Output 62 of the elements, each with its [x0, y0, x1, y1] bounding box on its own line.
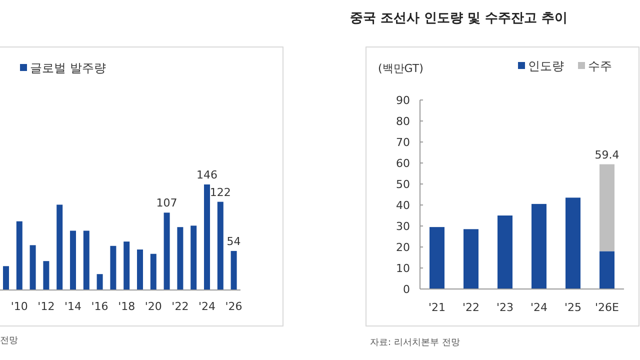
total-label: 59.4	[594, 148, 620, 162]
bar	[43, 261, 50, 290]
y-tick-label: 0	[403, 283, 410, 296]
bar	[124, 242, 130, 290]
bar	[532, 204, 546, 289]
x-tick-label: '18	[118, 300, 136, 313]
y-tick-label: 80	[396, 115, 410, 128]
x-tick-label: '24	[198, 300, 216, 313]
x-tick-label: '10	[10, 300, 28, 313]
text: 전망	[0, 336, 18, 346]
x-tick-label: '24	[530, 301, 548, 314]
bar	[30, 245, 36, 290]
bar	[150, 254, 156, 290]
x-tick-label: '21	[428, 301, 446, 314]
x-tick-label: '26	[225, 300, 242, 313]
y-tick-label: 40	[396, 199, 410, 212]
text: 자료: 리서치본부 전망	[370, 338, 460, 348]
bar	[464, 229, 478, 289]
y-tick-label: 50	[396, 178, 410, 191]
x-tick-label: '26E	[595, 301, 620, 314]
bar	[204, 184, 210, 290]
legend-label: 수주	[588, 59, 612, 73]
bar	[83, 230, 90, 290]
y-tick-label: 60	[396, 157, 410, 170]
x-tick-label: '12	[38, 300, 55, 313]
bar	[56, 204, 63, 290]
x-tick-label: '25	[564, 301, 582, 314]
y-tick-label: 30	[396, 220, 410, 233]
y-tick-label: 20	[396, 241, 410, 254]
bar	[430, 227, 444, 289]
x-tick-label: '14	[64, 300, 82, 313]
legend-label: 글로벌 발주량	[30, 61, 106, 75]
data-label: 54	[226, 234, 241, 248]
data-label: 122	[210, 186, 231, 199]
legend-label: 인도량	[528, 59, 564, 73]
bar	[16, 221, 22, 290]
data-label: 146	[196, 168, 218, 182]
bar	[137, 250, 143, 290]
x-tick-label: '22	[172, 300, 189, 313]
bar	[110, 246, 116, 290]
y-axis-title: (백만GT)	[378, 62, 424, 75]
bar	[190, 226, 197, 290]
bar	[177, 227, 184, 290]
data-label: 107	[156, 196, 178, 210]
bar	[600, 164, 614, 252]
y-tick-label: 10	[396, 262, 410, 275]
x-tick-label: '20	[144, 300, 162, 313]
y-tick-label: 70	[396, 136, 410, 149]
x-tick-label: '16	[91, 300, 108, 313]
bar	[70, 230, 76, 290]
chart-title: 중국 조선사 인도량 및 수주잔고 추이	[350, 11, 568, 26]
y-tick-label: 90	[396, 94, 410, 107]
x-tick-label: '22	[462, 301, 480, 314]
bar	[230, 250, 237, 290]
bar	[217, 202, 224, 290]
bar	[96, 274, 103, 290]
bar	[3, 266, 9, 290]
bar	[498, 216, 512, 289]
x-tick-label: '23	[496, 301, 514, 314]
bar	[600, 251, 614, 289]
bar	[566, 198, 580, 289]
bar	[164, 212, 170, 290]
